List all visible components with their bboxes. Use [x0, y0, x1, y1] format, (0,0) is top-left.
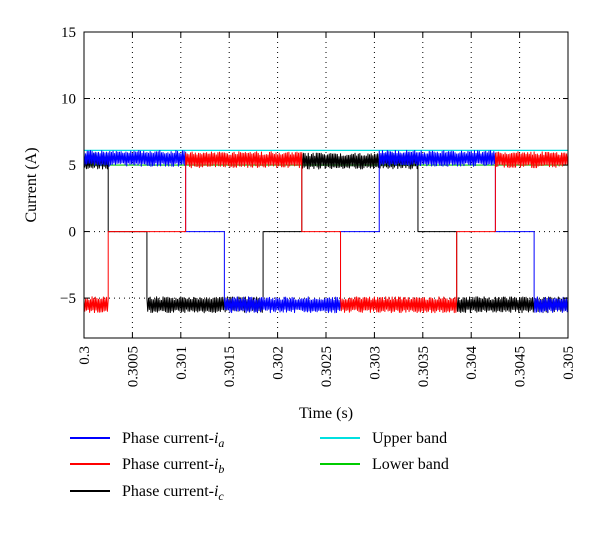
- axis-ticks: 0.3 0.3005 0.301 0.3015 0.302 0.3025 0.303 0.30…: [60, 25, 577, 387]
- x-tick-label: 0.3045: [513, 346, 529, 387]
- series-line-phase-b: [83, 151, 569, 314]
- x-tick-label: 0.302: [271, 346, 287, 380]
- plot-area: [83, 149, 569, 314]
- series-line-phase-a: [83, 149, 569, 314]
- x-tick-label: 0.3005: [125, 346, 141, 387]
- legend-entry: Upper band: [372, 430, 447, 447]
- y-tick-label: −5: [60, 291, 76, 307]
- x-tick-label: 0.3: [77, 346, 93, 365]
- x-tick-label: 0.301: [174, 346, 190, 380]
- x-tick-label: 0.304: [464, 346, 480, 380]
- x-tick-label: 0.305: [561, 346, 577, 380]
- series-line-phase-c: [83, 152, 569, 314]
- x-axis-label: Time (s): [299, 405, 353, 422]
- x-tick-label: 0.3035: [416, 346, 432, 387]
- legend-entry: Lower band: [372, 456, 449, 473]
- legend-entry: Phase current-ic: [122, 483, 224, 503]
- x-tick-label: 0.3015: [222, 346, 238, 387]
- y-axis-label: Current (A): [23, 147, 40, 222]
- legend-entry: Phase current-ib: [122, 456, 224, 476]
- legend: Phase current-ia Phase current-ib Phase cu…: [70, 430, 449, 503]
- x-tick-label: 0.3025: [319, 346, 335, 387]
- y-tick-label: 0: [69, 225, 77, 241]
- y-tick-label: 15: [61, 25, 76, 41]
- y-tick-label: 5: [69, 158, 77, 174]
- legend-entry: Phase current-ia: [122, 430, 224, 450]
- y-tick-label: 10: [61, 92, 76, 108]
- x-tick-label: 0.303: [367, 346, 383, 380]
